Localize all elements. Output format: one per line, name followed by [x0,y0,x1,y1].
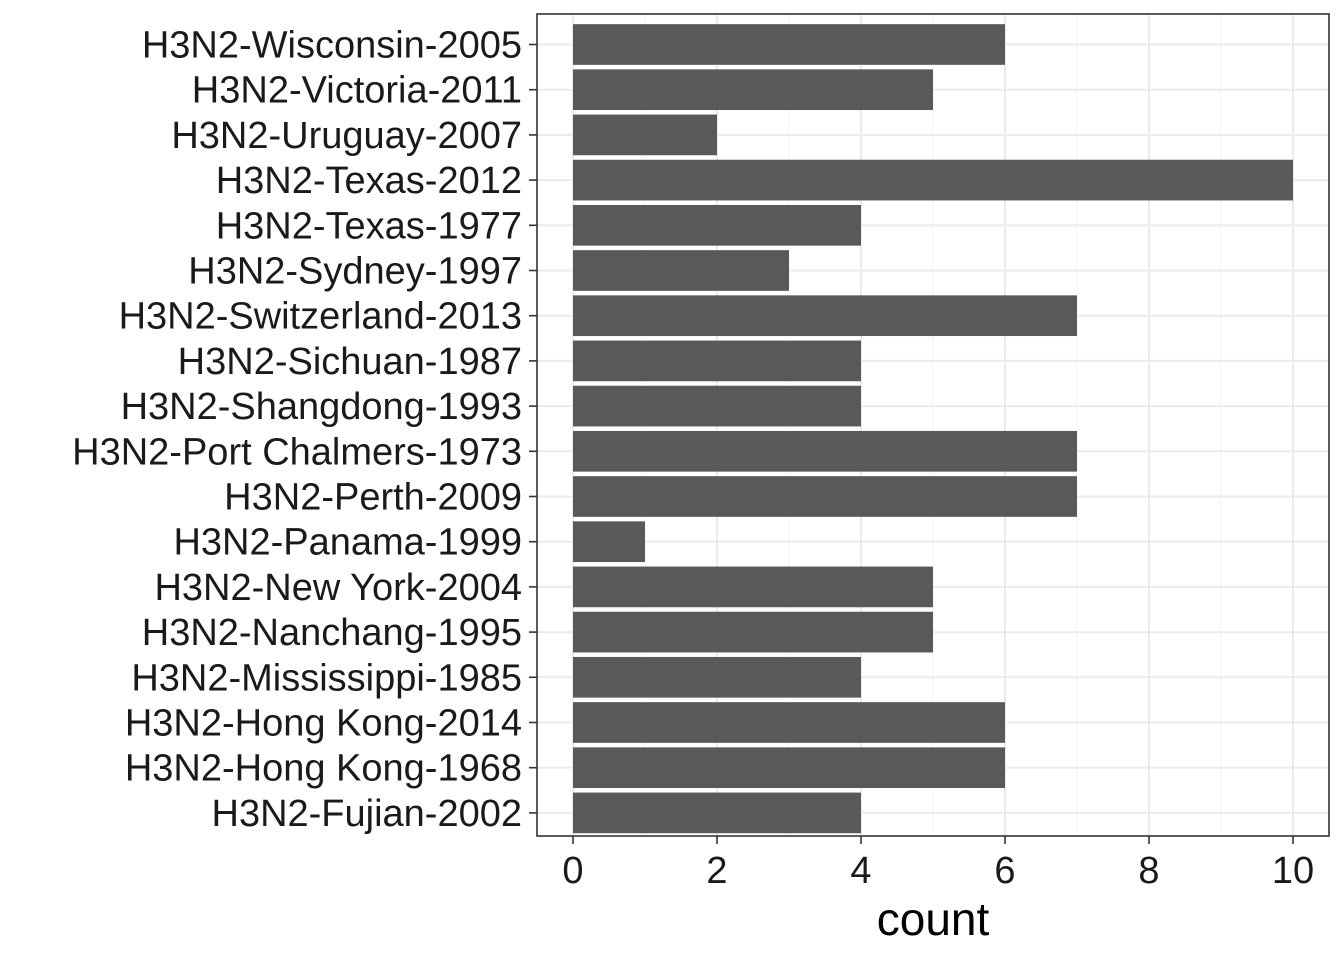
y-tick-label: H3N2-New York-2004 [154,567,522,609]
bar [573,250,789,291]
y-tick-label: H3N2-Shangdong-1993 [121,386,522,428]
bar [573,24,1005,65]
bar [573,792,861,834]
panel-border [536,13,1330,837]
x-tick-label: 6 [994,850,1015,892]
bar [573,114,717,156]
bar [573,656,861,698]
bar [573,702,1005,743]
bar [573,521,645,563]
bar [573,295,1077,337]
bar [573,430,1077,472]
bar [573,204,861,246]
y-tick-label: H3N2-Texas-2012 [216,160,522,202]
bar [573,340,861,382]
y-tick-label: H3N2-Nanchang-1995 [142,612,522,654]
y-tick-label: H3N2-Port Chalmers-1973 [72,431,522,473]
bar [573,747,1005,789]
y-tick-label: H3N2-Wisconsin-2005 [142,25,522,67]
x-tick-label: 4 [850,850,871,892]
y-tick-label: H3N2-Hong Kong-1968 [125,748,522,790]
bar [573,69,933,111]
y-axis-ticks: H3N2-Wisconsin-2005H3N2-Victoria-2011H3N… [72,25,537,835]
y-tick-label: H3N2-Victoria-2011 [192,70,522,112]
x-axis-ticks: 0 2 4 6 8 10 [562,836,1314,892]
y-tick-label: H3N2-Sichuan-1987 [178,341,522,383]
x-tick-label: 8 [1138,850,1159,892]
y-tick-label: H3N2-Switzerland-2013 [119,296,522,338]
bar [573,611,933,653]
x-tick-label: 0 [562,850,583,892]
bar [573,566,933,608]
y-tick-label: H3N2-Uruguay-2007 [171,115,522,157]
y-tick-label: H3N2-Mississippi-1985 [131,657,522,699]
bar [573,385,861,427]
y-tick-label: H3N2-Sydney-1997 [188,251,522,293]
y-tick-label: H3N2-Panama-1999 [173,522,522,564]
x-tick-label: 2 [706,850,727,892]
bar [573,476,1077,517]
x-axis-title: count [877,893,990,945]
bars [573,24,1293,834]
bar [573,159,1293,201]
y-tick-label: H3N2-Hong Kong-2014 [125,703,522,745]
x-tick-label: 10 [1272,850,1314,892]
y-tick-label: H3N2-Texas-1977 [216,205,522,247]
y-tick-label: H3N2-Fujian-2002 [212,793,523,835]
y-tick-label: H3N2-Perth-2009 [224,477,522,519]
